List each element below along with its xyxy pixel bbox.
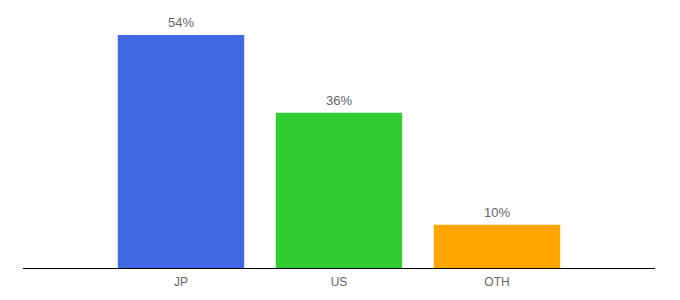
svg-text:US: US [331,275,348,289]
svg-text:JP: JP [174,275,188,289]
svg-text:54%: 54% [168,15,194,30]
svg-text:OTH: OTH [484,275,509,289]
svg-text:10%: 10% [484,205,510,220]
svg-text:36%: 36% [326,93,352,108]
